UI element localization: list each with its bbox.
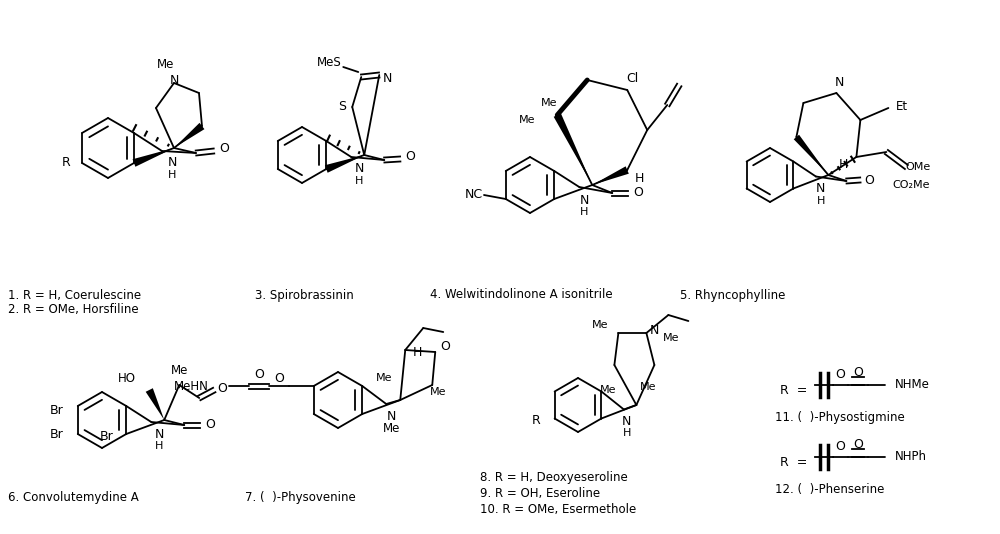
Text: H: H xyxy=(168,170,176,180)
Text: R  =: R = xyxy=(780,383,807,397)
Text: R  =: R = xyxy=(780,456,807,468)
Text: Br: Br xyxy=(50,404,64,418)
Text: N: N xyxy=(835,76,844,90)
Polygon shape xyxy=(146,388,164,420)
Text: Me: Me xyxy=(592,320,608,330)
Text: O: O xyxy=(853,366,863,380)
Text: Me: Me xyxy=(376,373,392,383)
Text: OMe: OMe xyxy=(906,162,931,172)
Text: 1. R = H, Coerulescine: 1. R = H, Coerulescine xyxy=(8,288,141,302)
Text: CO₂Me: CO₂Me xyxy=(893,180,930,190)
Text: MeHN: MeHN xyxy=(174,380,209,392)
Text: N: N xyxy=(155,428,164,441)
Text: NHMe: NHMe xyxy=(895,379,930,391)
Text: Br: Br xyxy=(50,428,64,441)
Polygon shape xyxy=(554,113,592,185)
Text: N: N xyxy=(387,410,396,422)
Text: Me: Me xyxy=(519,115,535,125)
Text: 2. R = OMe, Horsfiline: 2. R = OMe, Horsfiline xyxy=(8,303,139,317)
Text: NC: NC xyxy=(465,189,483,201)
Text: O: O xyxy=(633,186,643,200)
Text: MeS: MeS xyxy=(316,56,341,68)
Text: Br: Br xyxy=(100,429,114,443)
Text: 3. Spirobrassinin: 3. Spirobrassinin xyxy=(255,288,354,302)
Text: Et: Et xyxy=(896,99,908,113)
Text: O: O xyxy=(217,381,227,395)
Polygon shape xyxy=(794,135,828,175)
Text: Me: Me xyxy=(600,385,617,395)
Text: 11. (  )-Physostigmine: 11. ( )-Physostigmine xyxy=(775,412,905,425)
Text: 7. (  )-Physovenine: 7. ( )-Physovenine xyxy=(245,491,356,504)
Text: N: N xyxy=(169,75,179,88)
Text: Me: Me xyxy=(640,382,657,392)
Text: N: N xyxy=(355,162,364,176)
Text: Me: Me xyxy=(383,421,400,435)
Text: N: N xyxy=(167,156,177,169)
Text: O: O xyxy=(254,367,264,381)
Text: Me: Me xyxy=(663,333,680,343)
Text: O: O xyxy=(864,174,874,186)
Text: N: N xyxy=(580,193,589,207)
Text: H: H xyxy=(623,428,631,438)
Polygon shape xyxy=(592,166,629,185)
Text: O: O xyxy=(440,341,450,354)
Text: O: O xyxy=(219,143,229,155)
Text: O: O xyxy=(853,438,863,452)
Text: HO: HO xyxy=(118,372,136,384)
Text: N: N xyxy=(383,72,392,84)
Text: Cl: Cl xyxy=(626,72,638,84)
Text: 9. R = OH, Eseroline: 9. R = OH, Eseroline xyxy=(480,488,600,500)
Text: H: H xyxy=(413,345,422,358)
Polygon shape xyxy=(174,123,204,148)
Text: O: O xyxy=(835,441,845,453)
Text: N: N xyxy=(650,325,659,337)
Text: O: O xyxy=(205,419,215,431)
Polygon shape xyxy=(325,155,364,173)
Text: H: H xyxy=(355,176,363,186)
Text: NHPh: NHPh xyxy=(895,451,927,464)
Text: N: N xyxy=(816,182,826,195)
Text: O: O xyxy=(274,372,284,384)
Text: N: N xyxy=(622,415,632,428)
Text: H: H xyxy=(155,441,163,451)
Text: 5. Rhyncophylline: 5. Rhyncophylline xyxy=(680,288,785,302)
Text: H: H xyxy=(580,207,588,217)
Text: Me: Me xyxy=(157,59,175,72)
Polygon shape xyxy=(133,148,174,167)
Text: Me: Me xyxy=(171,364,188,376)
Text: 4. Welwitindolinone A isonitrile: 4. Welwitindolinone A isonitrile xyxy=(430,288,613,302)
Text: Me: Me xyxy=(541,98,557,108)
Text: 10. R = OMe, Esermethole: 10. R = OMe, Esermethole xyxy=(480,504,636,516)
Text: O: O xyxy=(405,151,415,163)
Text: H: H xyxy=(817,195,825,206)
Text: 12. (  )-Phenserine: 12. ( )-Phenserine xyxy=(775,483,884,497)
Text: O: O xyxy=(835,368,845,381)
Text: R: R xyxy=(532,414,541,427)
Text: S: S xyxy=(338,100,346,114)
Text: 6. Convolutemydine A: 6. Convolutemydine A xyxy=(8,491,139,504)
Text: H: H xyxy=(839,159,848,171)
Text: H: H xyxy=(635,171,644,185)
Text: R: R xyxy=(62,156,70,169)
Text: 8. R = H, Deoxyeseroline: 8. R = H, Deoxyeseroline xyxy=(480,472,628,484)
Text: Me: Me xyxy=(430,387,446,397)
